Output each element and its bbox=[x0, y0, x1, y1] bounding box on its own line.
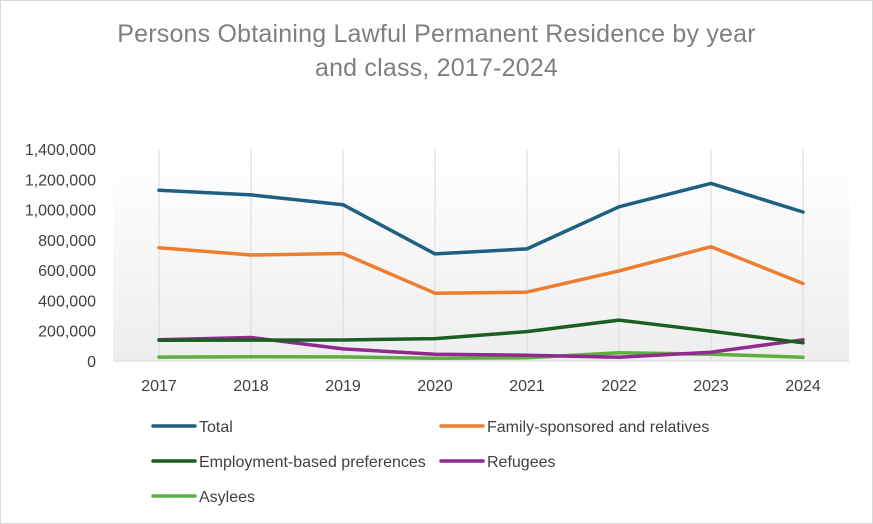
series-line-total bbox=[157, 181, 805, 256]
x-tick-label: 2019 bbox=[325, 378, 361, 395]
y-tick-label: 400,000 bbox=[38, 293, 96, 310]
legend-label-employment-based-preferences: Employment-based preferences bbox=[199, 454, 426, 471]
axes: 0 200,000 400,000 600,000 800,000 1,000,000 1,… bbox=[25, 142, 849, 395]
y-tick-label: 600,000 bbox=[38, 263, 96, 280]
legend: Total Family-sponsored and relatives Emplo… bbox=[151, 419, 709, 506]
chart-title-line-2: and class, 2017-2024 bbox=[314, 54, 559, 82]
chart-title-line-1: Persons Obtaining Lawful Permanent Resid… bbox=[117, 20, 756, 48]
legend-label-total: Total bbox=[199, 419, 233, 436]
x-tick-label: 2018 bbox=[233, 378, 269, 395]
legend-label-asylees: Asylees bbox=[199, 489, 255, 506]
x-tick-label: 2023 bbox=[693, 378, 729, 395]
x-tick-label: 2021 bbox=[509, 378, 545, 395]
x-tick-label: 2017 bbox=[141, 378, 177, 395]
chart-title: Persons Obtaining Lawful Permanent Resid… bbox=[1, 17, 872, 85]
y-tick-label: 800,000 bbox=[38, 233, 96, 250]
x-tick-label: 2024 bbox=[785, 378, 821, 395]
y-tick-label: 200,000 bbox=[38, 324, 96, 341]
legend-label-refugees: Refugees bbox=[487, 454, 556, 471]
series-line-family-sponsored-and-relatives bbox=[157, 244, 805, 295]
x-tick-label: 2020 bbox=[417, 378, 453, 395]
y-tick-label: 1,400,000 bbox=[25, 142, 96, 159]
series-lines bbox=[157, 181, 805, 361]
y-tick-label: 1,000,000 bbox=[25, 203, 96, 220]
y-tick-label: 1,200,000 bbox=[25, 172, 96, 189]
y-tick-label: 0 bbox=[87, 354, 96, 371]
x-tick-label: 2022 bbox=[601, 378, 637, 395]
series-line-employment-based-preferences bbox=[157, 318, 805, 345]
legend-label-family-sponsored-and-relatives: Family-sponsored and relatives bbox=[487, 419, 709, 436]
plot-area bbox=[113, 149, 849, 361]
